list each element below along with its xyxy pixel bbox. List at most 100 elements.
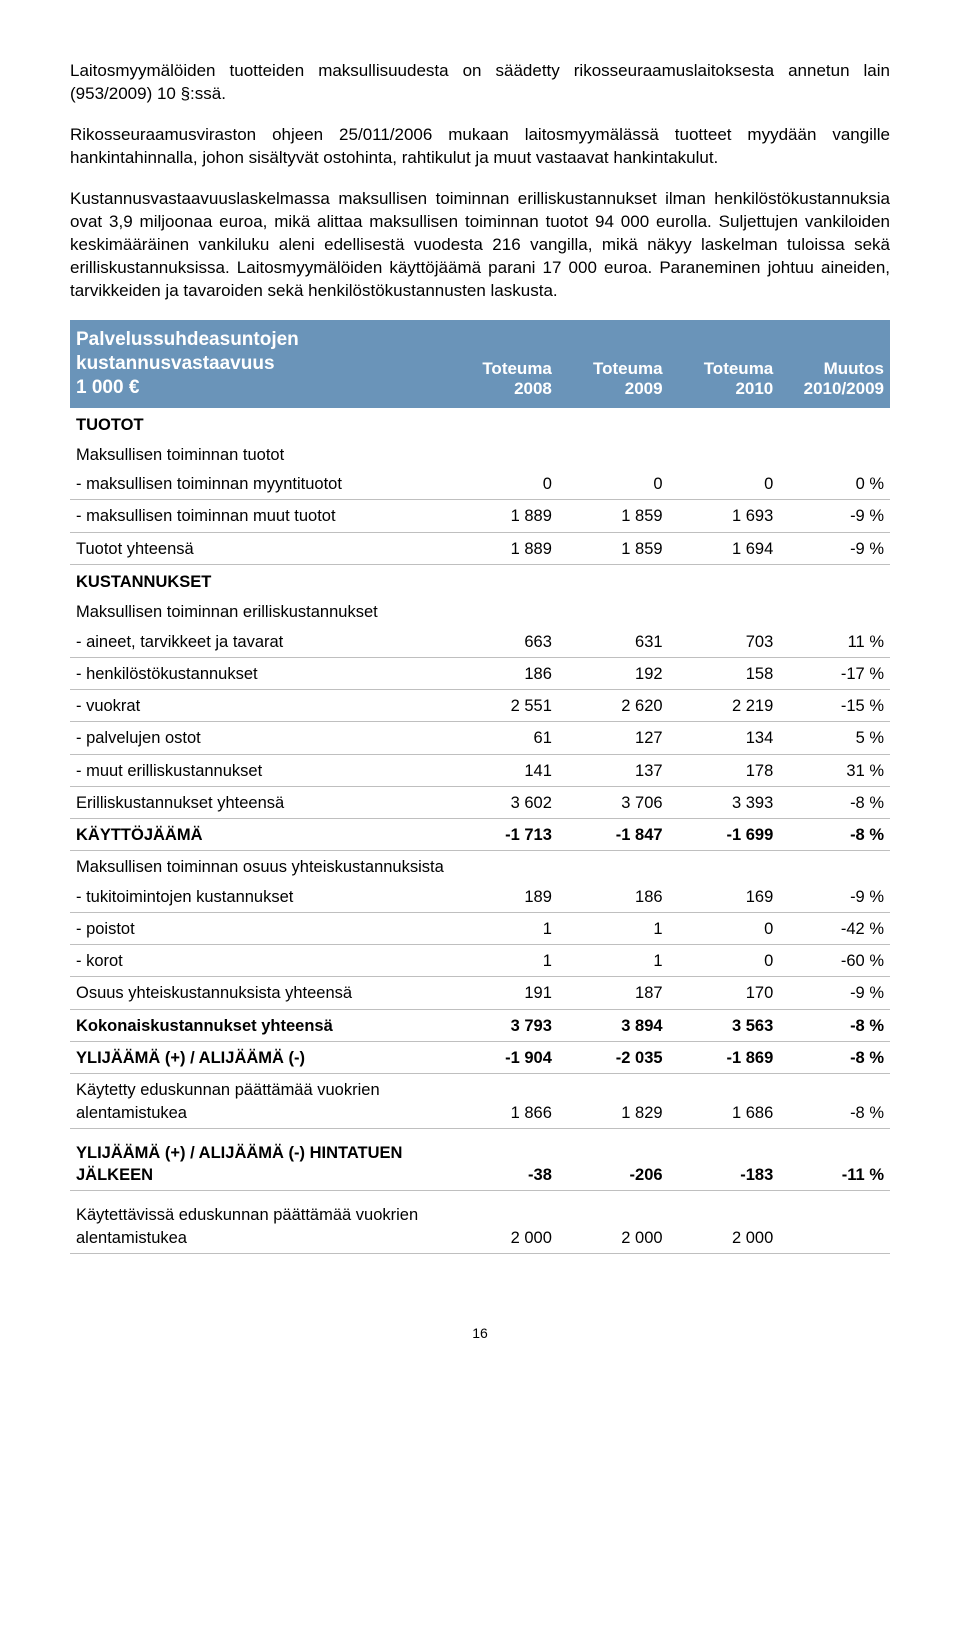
row-label: - henkilöstökustannukset bbox=[70, 657, 447, 689]
row-value: 141 bbox=[447, 754, 558, 786]
row-value: 0 % bbox=[779, 468, 890, 500]
row-value: 2 000 bbox=[447, 1199, 558, 1253]
paragraph-2: Rikosseuraamusviraston ohjeen 25/011/200… bbox=[70, 124, 890, 170]
table-row: Erilliskustannukset yhteensä3 6023 7063 … bbox=[70, 786, 890, 818]
row-label: - muut erilliskustannukset bbox=[70, 754, 447, 786]
row-value: 3 602 bbox=[447, 786, 558, 818]
header-title-line2: kustannusvastaavuus bbox=[76, 353, 275, 374]
row-label: Kokonaiskustannukset yhteensä bbox=[70, 1009, 447, 1041]
row-value: -9 % bbox=[779, 500, 890, 532]
spacer-cell bbox=[70, 1191, 890, 1200]
row-label: Erilliskustannukset yhteensä bbox=[70, 786, 447, 818]
spacer-cell bbox=[70, 1128, 890, 1137]
section-sublabel: Maksullisen toiminnan erilliskustannukse… bbox=[70, 596, 890, 625]
row-value: 1 bbox=[558, 912, 669, 944]
row-label: Osuus yhteiskustannuksista yhteensä bbox=[70, 977, 447, 1009]
row-label: - aineet, tarvikkeet ja tavarat bbox=[70, 626, 447, 658]
row-value: 137 bbox=[558, 754, 669, 786]
row-value: -9 % bbox=[779, 881, 890, 913]
table-row: - vuokrat2 5512 6202 219-15 % bbox=[70, 690, 890, 722]
table-row: - korot110-60 % bbox=[70, 945, 890, 977]
table-row: - maksullisen toiminnan myyntituotot0000… bbox=[70, 468, 890, 500]
row-value: -11 % bbox=[779, 1137, 890, 1191]
table-row: YLIJÄÄMÄ (+) / ALIJÄÄMÄ (-) HINTATUEN JÄ… bbox=[70, 1137, 890, 1191]
row-label: - vuokrat bbox=[70, 690, 447, 722]
row-value: 1 859 bbox=[558, 500, 669, 532]
row-value: 1 866 bbox=[447, 1074, 558, 1129]
row-value: -8 % bbox=[779, 819, 890, 851]
row-label: Tuotot yhteensä bbox=[70, 532, 447, 564]
row-value: 1 694 bbox=[669, 532, 780, 564]
row-value: -9 % bbox=[779, 532, 890, 564]
header-col-change: Muutos 2010/2009 bbox=[779, 320, 890, 407]
row-label: - palvelujen ostot bbox=[70, 722, 447, 754]
row-value: 11 % bbox=[779, 626, 890, 658]
table-header: Palvelussuhdeasuntojen kustannusvastaavu… bbox=[70, 320, 890, 407]
row-label: KÄYTTÖJÄÄMÄ bbox=[70, 819, 447, 851]
row-value: 2 000 bbox=[669, 1199, 780, 1253]
row-value: -183 bbox=[669, 1137, 780, 1191]
header-col1-l1: Toteuma bbox=[482, 359, 552, 378]
table-row: - muut erilliskustannukset14113717831 % bbox=[70, 754, 890, 786]
row-value: -1 847 bbox=[558, 819, 669, 851]
section-label: TUOTOT bbox=[70, 408, 890, 439]
section-label: KUSTANNUKSET bbox=[70, 565, 890, 597]
row-value: 1 889 bbox=[447, 500, 558, 532]
row-label: YLIJÄÄMÄ (+) / ALIJÄÄMÄ (-) HINTATUEN JÄ… bbox=[70, 1137, 447, 1191]
row-value: 0 bbox=[669, 912, 780, 944]
table-row: KÄYTTÖJÄÄMÄ-1 713-1 847-1 699-8 % bbox=[70, 819, 890, 851]
header-title-line1: Palvelussuhdeasuntojen bbox=[76, 329, 299, 350]
header-col3-l1: Toteuma bbox=[704, 359, 774, 378]
row-value: -8 % bbox=[779, 1042, 890, 1074]
row-value: 186 bbox=[558, 881, 669, 913]
row-value: -42 % bbox=[779, 912, 890, 944]
header-col2-l1: Toteuma bbox=[593, 359, 663, 378]
page-number: 16 bbox=[70, 1324, 890, 1343]
row-label: - korot bbox=[70, 945, 447, 977]
row-value: -1 904 bbox=[447, 1042, 558, 1074]
table-row: - palvelujen ostot611271345 % bbox=[70, 722, 890, 754]
row-value: 2 620 bbox=[558, 690, 669, 722]
row-value: -8 % bbox=[779, 786, 890, 818]
row-value: 158 bbox=[669, 657, 780, 689]
cost-table: Palvelussuhdeasuntojen kustannusvastaavu… bbox=[70, 320, 890, 1253]
row-value: 1 859 bbox=[558, 532, 669, 564]
row-value: -60 % bbox=[779, 945, 890, 977]
row-value: -1 699 bbox=[669, 819, 780, 851]
row-value bbox=[779, 1199, 890, 1253]
row-value: 5 % bbox=[779, 722, 890, 754]
row-value: 169 bbox=[669, 881, 780, 913]
table-row: KUSTANNUKSET bbox=[70, 565, 890, 597]
table-row: - poistot110-42 % bbox=[70, 912, 890, 944]
table-row: YLIJÄÄMÄ (+) / ALIJÄÄMÄ (-)-1 904-2 035-… bbox=[70, 1042, 890, 1074]
row-value: 0 bbox=[669, 468, 780, 500]
header-col4-l2: 2010/2009 bbox=[804, 379, 884, 398]
header-col-2009: Toteuma 2009 bbox=[558, 320, 669, 407]
row-value: 61 bbox=[447, 722, 558, 754]
table-row: - tukitoimintojen kustannukset189186169-… bbox=[70, 881, 890, 913]
table-row: Käytetty eduskunnan päättämää vuokrien a… bbox=[70, 1074, 890, 1129]
row-value: 3 393 bbox=[669, 786, 780, 818]
row-value: 187 bbox=[558, 977, 669, 1009]
header-col2-l2: 2009 bbox=[625, 379, 663, 398]
table-row: Maksullisen toiminnan erilliskustannukse… bbox=[70, 596, 890, 625]
row-value: -17 % bbox=[779, 657, 890, 689]
table-row: Tuotot yhteensä1 8891 8591 694-9 % bbox=[70, 532, 890, 564]
row-label: Käytettävissä eduskunnan päättämää vuokr… bbox=[70, 1199, 447, 1253]
row-value: 1 bbox=[558, 945, 669, 977]
table-row: Maksullisen toiminnan osuus yhteiskustan… bbox=[70, 851, 890, 881]
row-value: 191 bbox=[447, 977, 558, 1009]
row-value: 0 bbox=[669, 945, 780, 977]
row-value: -8 % bbox=[779, 1074, 890, 1129]
header-col1-l2: 2008 bbox=[514, 379, 552, 398]
header-col-2008: Toteuma 2008 bbox=[447, 320, 558, 407]
row-value: 1 829 bbox=[558, 1074, 669, 1129]
section-sublabel: Maksullisen toiminnan osuus yhteiskustan… bbox=[70, 851, 890, 881]
row-value: -9 % bbox=[779, 977, 890, 1009]
table-row: TUOTOT bbox=[70, 408, 890, 439]
row-label: - maksullisen toiminnan myyntituotot bbox=[70, 468, 447, 500]
row-value: -1 869 bbox=[669, 1042, 780, 1074]
header-title: Palvelussuhdeasuntojen kustannusvastaavu… bbox=[70, 320, 447, 407]
row-value: 192 bbox=[558, 657, 669, 689]
table-row: - maksullisen toiminnan muut tuotot1 889… bbox=[70, 500, 890, 532]
